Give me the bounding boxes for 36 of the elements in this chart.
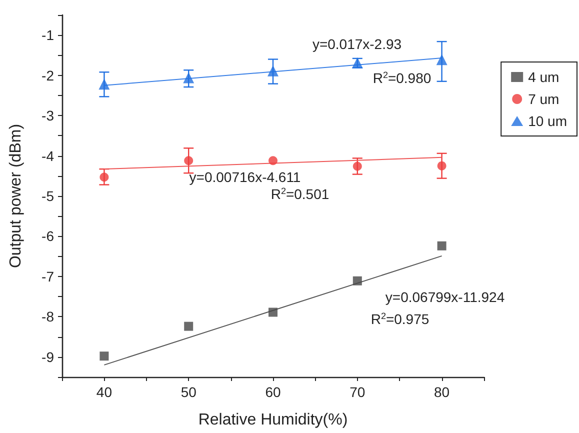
point (268, 65, 278, 76)
y-tick-label: -8 (42, 308, 54, 325)
point (436, 54, 448, 66)
x-tick-label: 40 (96, 384, 112, 400)
x-tick-label: 70 (350, 384, 366, 400)
point (183, 72, 194, 84)
y-axis-title: Output power (dBm) (8, 124, 24, 268)
y-tick-label: -9 (42, 348, 54, 365)
point (352, 162, 362, 171)
y-tick-label: -1 (42, 27, 54, 44)
annotation: y=0.06799x-11.924 (385, 289, 505, 305)
point (184, 322, 194, 331)
y-tick-label: -5 (42, 188, 54, 204)
point (437, 161, 446, 170)
point (184, 156, 194, 166)
x-tick-label: 60 (265, 384, 281, 400)
point (98, 78, 110, 90)
point (352, 276, 362, 286)
point (268, 308, 278, 317)
point (100, 172, 109, 182)
y-tick-label: -3 (42, 108, 54, 124)
x-tick-label: 50 (180, 384, 197, 400)
x-axis-title: Relative Humidity(%) (198, 412, 348, 428)
y-tick-label: -6 (42, 228, 54, 244)
y-tick-label: -2 (42, 67, 54, 84)
legend-label: 7 um (528, 91, 560, 107)
y-tick-label: -7 (42, 268, 54, 284)
x-tick-label: 80 (434, 384, 450, 400)
legend-label: 10 um (528, 113, 568, 129)
point (437, 241, 446, 250)
legend-label: 4 um (528, 69, 560, 85)
point (268, 156, 278, 166)
annotation: y=0.017x-2.93 (312, 36, 402, 52)
y-tick-label: -4 (42, 148, 54, 164)
annotation: y=0.00716x-4.611 (189, 169, 301, 185)
point (100, 352, 109, 361)
